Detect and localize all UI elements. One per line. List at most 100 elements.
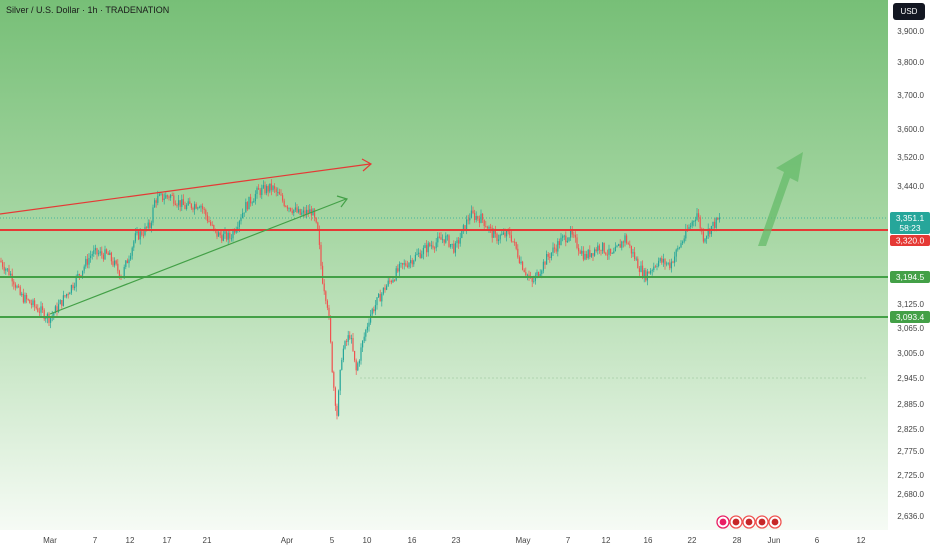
time-tick: 6 — [815, 536, 820, 545]
candle-body — [166, 195, 168, 197]
green-trendline[interactable] — [49, 198, 347, 315]
candle-body — [450, 244, 452, 247]
candle-body — [163, 198, 165, 201]
candle-body — [296, 207, 298, 213]
candle-body — [146, 226, 148, 228]
candle-body — [42, 306, 44, 310]
candle-body — [608, 248, 610, 255]
candle-body — [430, 245, 432, 247]
candle-body — [298, 209, 300, 213]
candle-body — [437, 236, 439, 243]
candle-body — [106, 249, 108, 253]
red-trendline[interactable] — [0, 163, 371, 215]
projection-arrow[interactable] — [758, 152, 803, 246]
candle-body — [267, 186, 269, 192]
candle-body — [683, 238, 685, 242]
candle-body — [414, 254, 416, 261]
candle-body — [54, 306, 56, 314]
candle-body — [426, 245, 428, 253]
candle-body — [66, 293, 68, 297]
candle-body — [112, 261, 114, 266]
candle-body — [165, 195, 167, 199]
candle-body — [158, 194, 160, 196]
candle-body — [333, 372, 335, 388]
candle-body — [117, 263, 119, 271]
candle-body — [352, 337, 354, 351]
candle-body — [288, 207, 290, 209]
candle-body — [202, 206, 204, 209]
candle-body — [490, 226, 492, 228]
support-1-label-text: 3,194.5 — [896, 272, 925, 282]
candle-body — [86, 258, 88, 265]
candle-body — [570, 229, 572, 238]
candle-body — [566, 240, 568, 243]
candle-body — [250, 196, 252, 204]
candle-body — [94, 248, 96, 251]
candle-body — [320, 244, 322, 266]
candle-body — [365, 329, 367, 337]
price-tick: 3,520.0 — [897, 153, 924, 162]
candle-body — [714, 221, 716, 228]
candle-body — [179, 200, 181, 207]
candle-body — [384, 287, 386, 290]
candle-body — [136, 231, 138, 234]
candle-body — [104, 249, 106, 260]
time-tick: 16 — [644, 536, 653, 545]
candle-body — [442, 239, 444, 241]
candle-body — [555, 248, 557, 252]
candle-body — [536, 272, 538, 276]
candle-body — [672, 261, 674, 263]
candle-body — [45, 318, 47, 319]
candle-body — [654, 266, 656, 268]
candle-body — [462, 225, 464, 230]
candle-body — [590, 253, 592, 257]
candle-body — [125, 260, 127, 267]
candle-body — [10, 273, 12, 276]
candle-body — [613, 251, 615, 254]
candle-body — [395, 268, 397, 281]
candle-body — [168, 196, 170, 198]
candle-body — [152, 207, 154, 223]
candle-body — [176, 204, 178, 206]
candle-body — [302, 210, 304, 213]
candle-body — [667, 262, 669, 264]
candle-body — [523, 269, 525, 273]
candle-body — [8, 268, 10, 276]
time-tick: 22 — [688, 536, 697, 545]
candle-body — [706, 235, 708, 239]
time-axis[interactable]: Mar 7 12 17 21 Apr 5 10 16 23 May 7 12 16 22 28 Jun 6 12 — [43, 536, 866, 545]
candle-body — [234, 230, 236, 233]
candle-body — [402, 263, 404, 265]
price-axis[interactable]: 3,900.0 3,800.0 3,700.0 3,600.0 3,520.0 3,440… — [897, 27, 924, 521]
candle-body — [374, 305, 376, 312]
candle-body — [397, 268, 399, 272]
chart-title: Silver / U.S. Dollar · 1h · TRADENATION — [6, 5, 170, 15]
event-marker-dot — [745, 518, 753, 526]
candle-body — [210, 221, 212, 225]
economic-events[interactable] — [716, 515, 782, 529]
candle-body — [331, 341, 333, 373]
candle-body — [18, 286, 20, 288]
candle-body — [123, 266, 125, 277]
candle-body — [632, 252, 634, 254]
candle-body — [698, 213, 700, 218]
candle-body — [509, 231, 511, 236]
candle-body — [453, 243, 455, 253]
candle-body — [702, 231, 704, 242]
candle-body — [138, 231, 140, 240]
candle-body — [606, 254, 608, 256]
resistance-label-text: 3,320.0 — [896, 236, 925, 246]
candle-body — [330, 317, 332, 342]
candle-body — [594, 249, 596, 256]
candle-body — [691, 221, 693, 226]
candle-body — [630, 245, 632, 254]
candle-body — [518, 257, 520, 264]
candle-body — [157, 195, 159, 203]
candle-body — [205, 209, 207, 216]
currency-button[interactable]: USD — [893, 3, 925, 20]
candle-body — [224, 231, 226, 234]
candle-body — [253, 200, 255, 203]
candle-body — [150, 222, 152, 229]
candle-body — [37, 308, 39, 312]
